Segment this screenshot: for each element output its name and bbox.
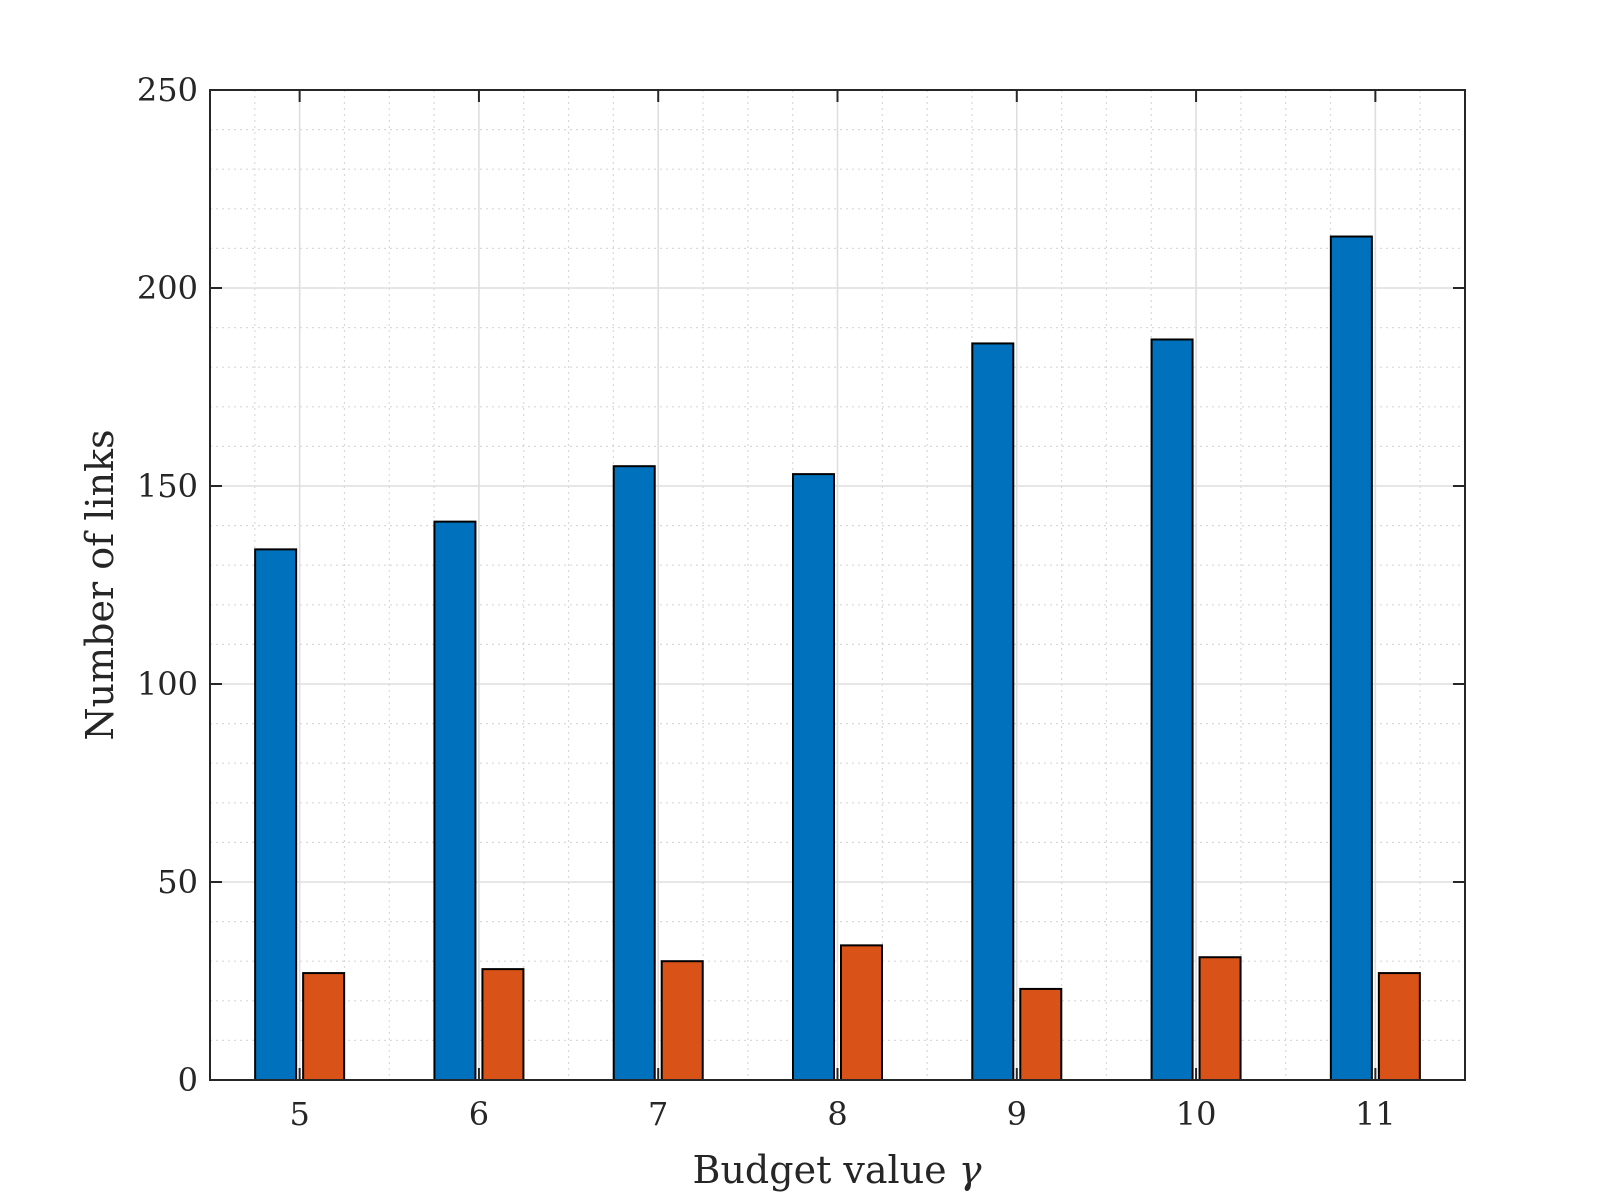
x-tick-label: 5 bbox=[289, 1095, 309, 1133]
bar-series-2-8 bbox=[840, 944, 883, 1081]
y-tick-label: 0 bbox=[178, 1061, 198, 1099]
y-tick-label: 100 bbox=[137, 665, 198, 703]
bar-series-2-7 bbox=[660, 960, 704, 1082]
major-grid bbox=[210, 90, 1465, 1080]
x-tick-label: 6 bbox=[469, 1095, 489, 1133]
x-tick-label: 11 bbox=[1355, 1095, 1396, 1133]
x-axis-gamma-symbol: γ bbox=[959, 1148, 982, 1192]
ticks bbox=[210, 89, 1465, 1081]
bar-series-1-11 bbox=[1329, 235, 1373, 1081]
minor-grid bbox=[210, 90, 1465, 1080]
x-tick-label: 7 bbox=[648, 1095, 668, 1133]
bar-series-1-7 bbox=[612, 465, 656, 1081]
bar-series-2-9 bbox=[1019, 987, 1063, 1081]
bar-series-1-5 bbox=[254, 548, 298, 1081]
bars bbox=[254, 235, 1421, 1082]
bar-series-1-10 bbox=[1150, 338, 1194, 1082]
y-tick-label: 150 bbox=[137, 467, 198, 505]
bar-series-2-10 bbox=[1198, 956, 1242, 1081]
y-tick-label: 50 bbox=[157, 863, 198, 901]
bar-series-2-11 bbox=[1377, 972, 1421, 1082]
y-tick-label: 250 bbox=[137, 71, 198, 109]
bar-series-1-9 bbox=[971, 342, 1015, 1081]
x-axis-label: Budget value γ bbox=[693, 1148, 982, 1192]
bar-series-2-6 bbox=[481, 968, 525, 1081]
bar-series-1-6 bbox=[433, 520, 477, 1081]
x-tick-label: 10 bbox=[1176, 1095, 1217, 1133]
x-tick-label: 9 bbox=[1007, 1095, 1027, 1133]
y-axis-label: Number of links bbox=[78, 429, 122, 740]
x-axis-label-text: Budget value bbox=[693, 1148, 947, 1192]
bar-series-2-5 bbox=[302, 972, 346, 1082]
y-tick-label: 200 bbox=[137, 269, 198, 307]
tick-labels: 5 6 7 8 9 10 11 0 50 100 150 200 250 bbox=[137, 71, 1396, 1133]
bar-series-1-8 bbox=[792, 473, 835, 1081]
x-tick-label: 8 bbox=[827, 1095, 847, 1133]
